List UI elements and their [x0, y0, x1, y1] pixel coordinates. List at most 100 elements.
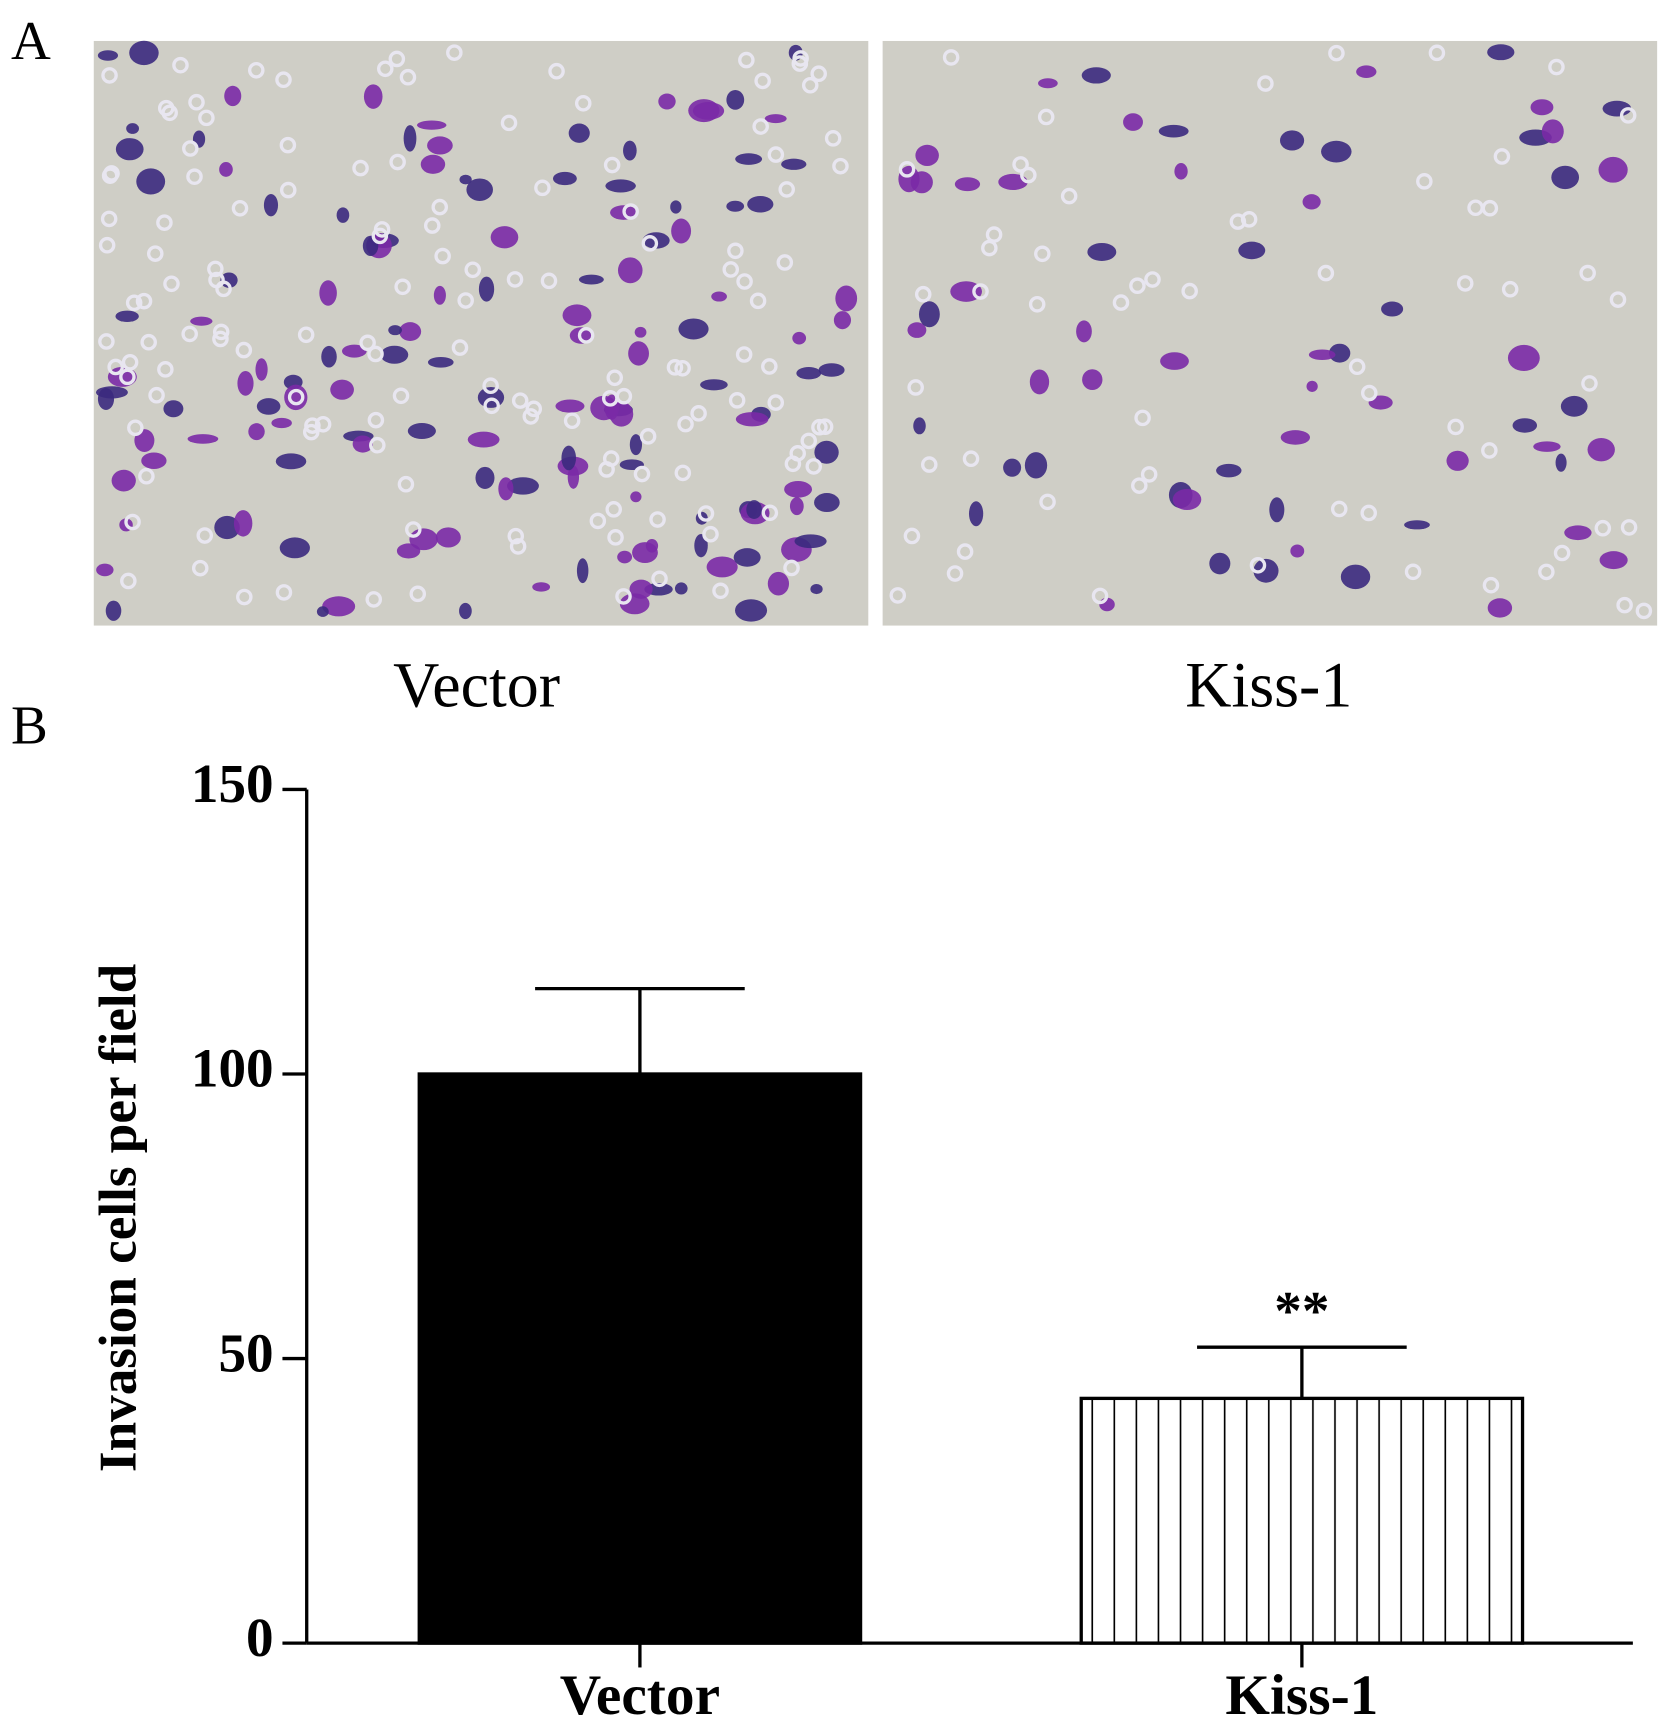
cell	[578, 274, 604, 285]
cell	[435, 527, 461, 548]
cell	[569, 327, 593, 344]
debris	[405, 521, 422, 538]
cell	[141, 452, 167, 469]
debris	[1428, 44, 1446, 62]
debris	[761, 504, 779, 522]
debris	[302, 423, 320, 441]
cell	[576, 558, 589, 584]
cell	[552, 171, 577, 186]
debris	[148, 386, 165, 404]
debris	[1501, 280, 1519, 298]
debris	[1317, 264, 1335, 282]
debris	[482, 377, 499, 395]
cell	[954, 177, 981, 192]
cell	[1512, 418, 1538, 433]
cell	[1174, 163, 1188, 180]
debris	[1181, 282, 1198, 300]
debris	[1012, 156, 1029, 173]
debris	[767, 394, 785, 411]
cell	[403, 125, 417, 152]
debris	[156, 214, 173, 231]
cell	[918, 301, 940, 328]
debris	[832, 157, 849, 175]
debris	[690, 405, 707, 422]
cell	[700, 379, 728, 391]
cell	[617, 257, 643, 284]
debris	[98, 333, 115, 350]
debris	[1467, 199, 1484, 217]
cell	[628, 341, 649, 366]
debris	[431, 198, 449, 216]
cell	[1269, 497, 1285, 523]
debris	[172, 56, 189, 74]
debris	[985, 226, 1003, 243]
debris	[898, 161, 916, 178]
debris	[534, 179, 551, 197]
cell	[1599, 551, 1628, 570]
debris	[1039, 493, 1056, 511]
debris	[1620, 519, 1638, 536]
debris	[140, 333, 157, 351]
debris	[367, 411, 385, 429]
debris	[103, 165, 120, 182]
cell	[764, 114, 787, 124]
debris	[181, 325, 198, 343]
cell	[407, 423, 436, 439]
cell	[1487, 598, 1513, 618]
cell	[1446, 450, 1469, 471]
debris	[107, 358, 124, 376]
cell	[1216, 463, 1242, 478]
debris	[377, 60, 394, 78]
x-tick-label: Kiss-1	[1225, 1664, 1378, 1727]
cells	[95, 40, 1653, 622]
cell	[433, 285, 446, 305]
cell	[711, 291, 727, 302]
debris	[125, 294, 143, 312]
debris	[633, 465, 651, 483]
cell	[629, 434, 643, 456]
debris	[1037, 108, 1055, 126]
cell	[1279, 130, 1305, 151]
debris	[522, 408, 540, 425]
cell	[1087, 242, 1117, 261]
debris	[1240, 211, 1258, 228]
cell	[746, 500, 762, 519]
cell	[1487, 44, 1515, 61]
debris	[146, 245, 164, 262]
cell	[275, 453, 307, 470]
debris	[423, 217, 441, 234]
cell	[409, 528, 438, 551]
cell	[233, 510, 253, 537]
cell	[1160, 352, 1189, 370]
cell	[789, 497, 804, 516]
debris	[1553, 544, 1571, 562]
debris	[776, 254, 794, 271]
debris	[212, 330, 229, 348]
debris	[728, 392, 746, 409]
cell	[634, 326, 647, 338]
cell	[1533, 441, 1561, 452]
cell	[478, 276, 495, 302]
y-axis-title: Invasion cells per field	[90, 964, 148, 1472]
cell	[427, 136, 453, 155]
cell	[187, 434, 219, 444]
cell	[555, 399, 585, 413]
cell	[796, 367, 822, 380]
debris	[981, 239, 998, 257]
debris	[101, 67, 118, 84]
debris	[457, 292, 474, 309]
cell	[735, 412, 769, 427]
cell	[670, 200, 682, 214]
cell	[617, 550, 633, 564]
cell	[459, 602, 472, 620]
debris	[824, 130, 842, 147]
cell	[706, 556, 738, 578]
cell	[475, 466, 495, 489]
cell	[237, 370, 254, 396]
debris	[1616, 596, 1633, 614]
debris	[394, 278, 411, 296]
cell	[1082, 369, 1103, 391]
cell	[814, 440, 839, 464]
debris	[1456, 275, 1474, 292]
